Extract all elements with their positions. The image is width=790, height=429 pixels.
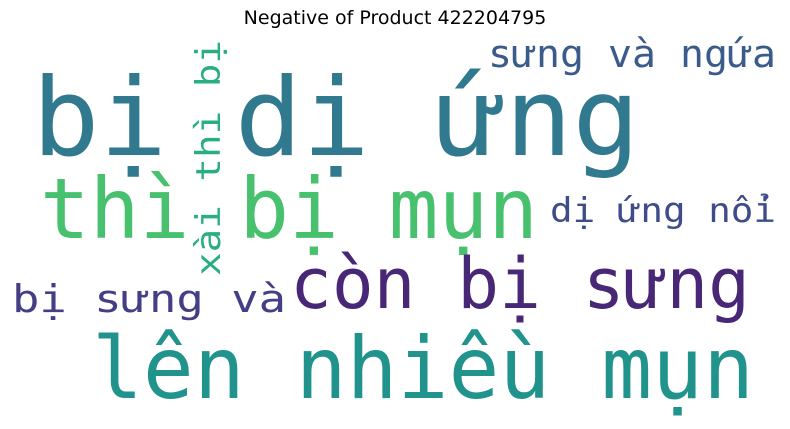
word-bi-di-ung: bị dị ứng bbox=[32, 56, 640, 181]
word-xai-thi-bi: xài thì bị bbox=[189, 40, 229, 276]
word-thi-bi-mun: thì bị mụn bbox=[40, 160, 538, 258]
word-sung-va-ngua: sưng và ngứa bbox=[488, 32, 776, 76]
word-con-bi-sung: còn bị sưng bbox=[290, 243, 750, 325]
word-len-nhieu-mun: lên nhiều mụn bbox=[92, 319, 754, 419]
word-di-ung-noi: dị ứng nổi bbox=[550, 191, 776, 231]
word-bi-sung-va: bị sưng và bbox=[12, 277, 286, 321]
figure-title: Negative of Product 422204795 bbox=[243, 7, 547, 29]
